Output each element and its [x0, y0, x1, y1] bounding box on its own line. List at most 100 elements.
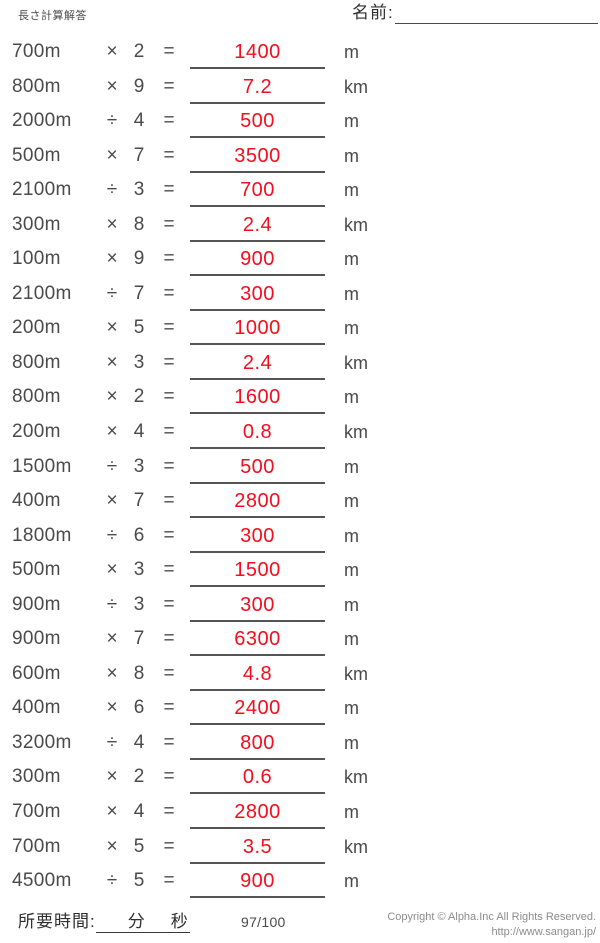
answer-input[interactable]: 0.8 [190, 419, 325, 450]
answer-input[interactable]: 500 [190, 108, 325, 139]
answer-input[interactable]: 1400 [190, 39, 325, 69]
problem-operand: 400m [12, 697, 61, 719]
problem-operator: × [106, 248, 118, 270]
problem-operand: 200m [12, 317, 61, 339]
equals-sign: = [163, 524, 175, 546]
equals-sign: = [163, 41, 175, 62]
name-input[interactable] [394, 2, 598, 24]
problem-multiplier: 7 [133, 490, 145, 512]
answer-value: 300 [240, 282, 275, 305]
equals-sign: = [163, 731, 175, 753]
problem-operator: × [106, 662, 118, 684]
answer-input[interactable]: 6300 [190, 626, 325, 657]
answer-unit-label: m [344, 180, 359, 201]
problem-operator: × [106, 628, 118, 650]
problem-multiplier: 3 [133, 455, 145, 477]
answer-value: 2400 [234, 697, 281, 720]
problem-operator: × [106, 766, 118, 788]
problem-multiplier: 4 [133, 110, 145, 132]
seconds-unit-label: 秒 [168, 912, 190, 933]
answer-input[interactable]: 2400 [190, 695, 325, 726]
answer-input[interactable]: 2.4 [190, 212, 325, 242]
worksheet-footer: 所要時間: 分 秒 97/100 Copyright © Alpha.Inc A… [0, 908, 600, 943]
answer-unit-label: m [344, 629, 359, 650]
problem-operator: × [106, 213, 118, 235]
problem-operand: 500m [12, 144, 61, 166]
problem-multiplier: 4 [133, 421, 145, 443]
problem-operator: × [106, 421, 118, 443]
problem-operand: 200m [12, 421, 61, 443]
answer-input[interactable]: 1000 [190, 315, 325, 346]
answer-input[interactable]: 700 [190, 177, 325, 208]
answer-unit-label: km [344, 422, 368, 443]
answer-input[interactable]: 2800 [190, 799, 325, 830]
answer-value: 700 [240, 179, 275, 202]
problem-multiplier: 2 [133, 41, 145, 62]
problem-row: 700m × 5 = 3.5 km [0, 833, 600, 868]
problem-multiplier: 9 [133, 248, 145, 270]
answer-value: 1500 [234, 559, 281, 582]
answer-input[interactable]: 4.8 [190, 661, 325, 691]
answer-value: 1400 [234, 41, 281, 63]
answer-value: 2.4 [242, 213, 273, 236]
problem-operator: × [106, 75, 118, 97]
equals-sign: = [163, 351, 175, 373]
answer-input[interactable]: 0.6 [190, 764, 325, 795]
answer-unit-label: m [344, 594, 359, 615]
problem-row: 800m × 9 = 7.2 km [0, 73, 600, 108]
problem-operand: 1500m [12, 455, 72, 477]
problem-multiplier: 3 [133, 179, 145, 201]
equals-sign: = [163, 559, 175, 581]
problem-operand: 3200m [12, 731, 72, 753]
problem-operand: 2100m [12, 179, 72, 201]
equals-sign: = [163, 213, 175, 235]
problem-operator: × [106, 317, 118, 339]
answer-input[interactable]: 1500 [190, 557, 325, 588]
problem-row: 4500m ÷ 5 = 900 m [0, 867, 600, 902]
answer-unit-label: m [344, 560, 359, 581]
problem-multiplier: 3 [133, 593, 145, 615]
answer-input[interactable]: 2.4 [190, 350, 325, 380]
answer-input[interactable]: 2800 [190, 488, 325, 519]
problem-row: 1800m ÷ 6 = 300 m [0, 522, 600, 557]
answer-input[interactable]: 900 [190, 868, 325, 899]
equals-sign: = [163, 110, 175, 132]
equals-sign: = [163, 628, 175, 650]
copyright-url: http://www.sangan.jp/ [491, 926, 596, 938]
problem-operand: 300m [12, 213, 61, 235]
answer-value: 500 [240, 455, 275, 478]
problem-operator: ÷ [106, 870, 118, 892]
answer-input[interactable]: 800 [190, 730, 325, 760]
seconds-input[interactable] [146, 910, 169, 933]
answer-input[interactable]: 900 [190, 246, 325, 277]
minutes-input[interactable] [95, 910, 126, 933]
equals-sign: = [163, 421, 175, 443]
equals-sign: = [163, 835, 175, 857]
answer-value: 300 [240, 524, 275, 547]
answer-input[interactable]: 500 [190, 454, 325, 484]
problem-row: 800m × 3 = 2.4 km [0, 349, 600, 384]
answer-input[interactable]: 300 [190, 592, 325, 622]
answer-unit-label: m [344, 318, 359, 339]
answer-input[interactable]: 1600 [190, 384, 325, 415]
problem-multiplier: 4 [133, 801, 145, 823]
answer-input[interactable]: 300 [190, 281, 325, 311]
problem-row: 400m × 6 = 2400 m [0, 694, 600, 729]
answer-value: 3500 [234, 144, 281, 167]
problem-row: 200m × 5 = 1000 m [0, 314, 600, 349]
answer-input[interactable]: 3.5 [190, 834, 325, 864]
answer-input[interactable]: 300 [190, 523, 325, 553]
answer-input[interactable]: 3500 [190, 143, 325, 173]
answer-unit-label: km [344, 352, 368, 373]
answer-unit-label: m [344, 111, 359, 132]
copyright-block: Copyright © Alpha.Inc All Rights Reserve… [387, 910, 596, 940]
equals-sign: = [163, 282, 175, 304]
problem-operand: 1800m [12, 524, 72, 546]
problem-operator: × [106, 835, 118, 857]
answer-unit-label: m [344, 42, 359, 62]
problem-row: 400m × 7 = 2800 m [0, 487, 600, 522]
answer-unit-label: m [344, 145, 359, 166]
answer-unit-label: m [344, 525, 359, 546]
problem-multiplier: 2 [133, 766, 145, 788]
answer-input[interactable]: 7.2 [190, 74, 325, 104]
